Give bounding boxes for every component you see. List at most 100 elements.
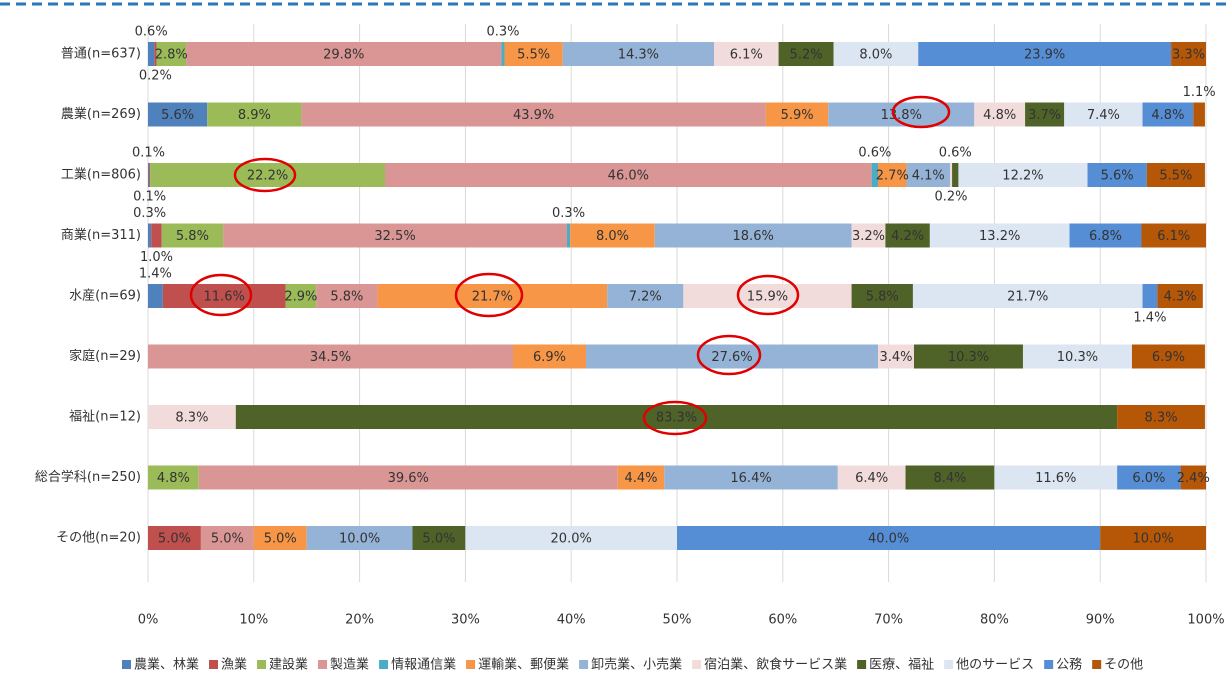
- data-label: 4.1%: [912, 169, 945, 184]
- bar-segment: [1117, 465, 1181, 490]
- y-tick-label: 総合学科(n=250): [35, 469, 141, 485]
- bar-segment: [1142, 284, 1158, 308]
- data-label: 1.4%: [1133, 311, 1166, 326]
- data-label: 0.3%: [133, 206, 166, 221]
- bar-segment: [253, 526, 307, 550]
- x-tick-label: 0%: [138, 613, 159, 628]
- bar-segment: [150, 163, 385, 187]
- highlight-circle: [891, 95, 951, 129]
- bar-segment: [235, 405, 1118, 429]
- legend-swatch: [257, 660, 267, 669]
- data-label: 2.8%: [155, 48, 188, 63]
- data-label: 5.8%: [176, 229, 209, 244]
- bar-segment: [504, 42, 563, 66]
- bar-segment: [1022, 344, 1132, 369]
- x-tick-label: 100%: [1187, 613, 1224, 628]
- data-label: 10.3%: [948, 350, 989, 365]
- legend-swatch: [1044, 660, 1054, 669]
- bar-segment: [1171, 42, 1206, 66]
- highlight-circle: [189, 273, 253, 317]
- data-label: 32.5%: [374, 229, 415, 244]
- data-label: 4.2%: [891, 229, 924, 244]
- data-label: 4.8%: [157, 471, 190, 486]
- data-label: 0.2%: [935, 190, 968, 205]
- data-label: 6.1%: [730, 48, 763, 63]
- y-tick-label: 普通(n=637): [61, 47, 141, 62]
- data-label: 5.8%: [330, 290, 363, 305]
- bar-segment: [778, 42, 834, 66]
- bar-segment: [1157, 284, 1203, 308]
- x-tick-label: 60%: [768, 613, 797, 628]
- y-tick-label: 福祉(n=12): [69, 410, 141, 425]
- bar-segment: [918, 42, 1172, 66]
- data-label: 34.5%: [310, 350, 351, 365]
- bar-segment: [885, 223, 930, 248]
- data-label: 1.0%: [140, 250, 173, 265]
- data-label: 8.0%: [596, 229, 629, 244]
- data-label: 5.6%: [161, 108, 194, 123]
- data-label: 43.9%: [513, 108, 554, 123]
- data-label: 11.6%: [1035, 471, 1076, 486]
- bar-segment: [1025, 102, 1065, 127]
- data-label: 3.4%: [879, 350, 912, 365]
- data-label: 83.3%: [656, 411, 697, 426]
- bar-segment: [1193, 102, 1205, 127]
- bar-segment: [148, 102, 208, 127]
- data-label: 14.3%: [618, 48, 659, 63]
- data-label: 16.4%: [730, 471, 771, 486]
- legend-label: 製造業: [330, 657, 369, 673]
- data-label: 6.9%: [1152, 350, 1185, 365]
- bar-segment: [837, 465, 906, 490]
- legend-label: その他: [1104, 658, 1143, 673]
- data-label: 0.3%: [486, 25, 519, 40]
- highlight-circle: [233, 157, 297, 193]
- bar-segment: [562, 42, 715, 66]
- data-label: 11.6%: [204, 290, 245, 305]
- bar-segment: [913, 344, 1023, 369]
- bar-segment: [878, 344, 914, 369]
- legend-swatch: [379, 660, 389, 669]
- data-label: 8.3%: [1145, 411, 1178, 426]
- bar-segment: [906, 163, 950, 187]
- bar-segment: [994, 465, 1118, 490]
- x-tick-label: 10%: [239, 613, 268, 628]
- data-label: 5.0%: [422, 532, 455, 547]
- data-label: 0.2%: [139, 69, 172, 84]
- data-label: 0.1%: [133, 190, 166, 205]
- data-label: 13.8%: [881, 108, 922, 123]
- data-label: 21.7%: [1007, 290, 1048, 305]
- labels: 普通(n=637) 0.6% 0.2% 2.8% 29.8% 0.3% 5.5% 14.3% 6…: [35, 25, 1216, 547]
- legend-label: 公務: [1056, 658, 1082, 673]
- bar-segment: [1069, 223, 1142, 248]
- data-label: 3.3%: [1172, 48, 1205, 63]
- bar-segment: [301, 102, 766, 127]
- bar-segment: [377, 284, 608, 308]
- legend-label: 建設業: [269, 657, 308, 673]
- bar-segment: [1100, 526, 1206, 550]
- legend-swatch: [944, 660, 954, 669]
- data-label: 0.6%: [939, 146, 972, 161]
- legend-swatch: [1092, 660, 1102, 669]
- bar-segment: [607, 284, 684, 308]
- data-label: 1.4%: [139, 267, 172, 282]
- bar-segment: [148, 284, 163, 308]
- bar-segment: [905, 465, 995, 490]
- data-label: 23.9%: [1024, 48, 1065, 63]
- legend-label: 漁業: [221, 657, 247, 673]
- legend-label: 運輸業、郵便業: [478, 657, 569, 673]
- bar-segment: [714, 42, 779, 66]
- bar-segment: [200, 526, 254, 550]
- data-label: 5.0%: [158, 532, 191, 547]
- data-label: 7.2%: [629, 290, 662, 305]
- bar-segment: [148, 344, 514, 369]
- bar-segment: [1146, 163, 1205, 187]
- legend-swatch: [857, 660, 867, 669]
- highlight-circle: [736, 274, 800, 316]
- data-label: 6.8%: [1089, 229, 1122, 244]
- data-label: 10.3%: [1057, 350, 1098, 365]
- data-label: 4.8%: [983, 108, 1016, 123]
- legend-label: 農業、林業: [134, 657, 199, 673]
- bar-segment: [162, 284, 286, 308]
- bar-segment: [765, 102, 829, 127]
- bar-segment: [683, 284, 852, 308]
